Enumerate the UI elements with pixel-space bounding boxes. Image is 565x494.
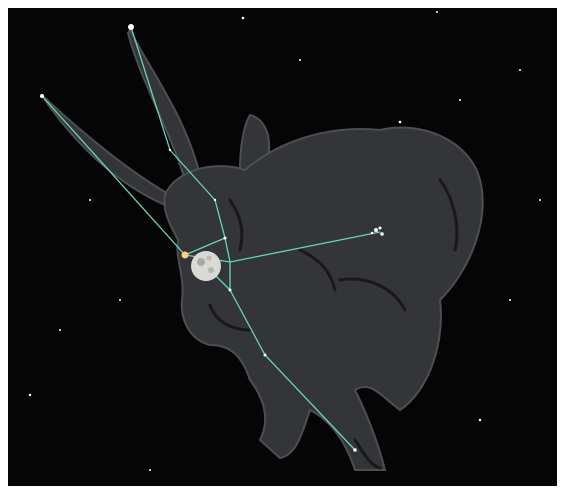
star bbox=[479, 419, 481, 421]
star bbox=[128, 24, 134, 30]
star bbox=[224, 237, 227, 240]
star bbox=[436, 11, 438, 13]
star bbox=[374, 228, 378, 232]
star bbox=[40, 94, 44, 98]
star bbox=[89, 199, 91, 201]
star bbox=[509, 299, 511, 301]
star bbox=[169, 149, 171, 151]
star bbox=[539, 199, 541, 201]
star bbox=[149, 469, 151, 471]
star bbox=[264, 354, 267, 357]
moon bbox=[191, 251, 221, 281]
star bbox=[29, 394, 31, 396]
moon-crater bbox=[208, 267, 214, 273]
star bbox=[399, 121, 402, 124]
star bbox=[119, 299, 121, 301]
star bbox=[380, 232, 384, 236]
star bbox=[229, 289, 232, 292]
sky-view bbox=[0, 0, 565, 494]
star bbox=[379, 227, 382, 230]
star bbox=[59, 329, 61, 331]
moon-disc bbox=[191, 251, 221, 281]
star bbox=[299, 59, 301, 61]
moon-crater bbox=[207, 256, 212, 261]
star bbox=[214, 199, 216, 201]
star bbox=[353, 448, 357, 452]
star bbox=[242, 17, 245, 20]
moon-crater bbox=[197, 258, 205, 266]
star bbox=[459, 99, 461, 101]
star bbox=[519, 69, 521, 71]
star bbox=[371, 232, 374, 235]
star bbox=[182, 252, 189, 259]
